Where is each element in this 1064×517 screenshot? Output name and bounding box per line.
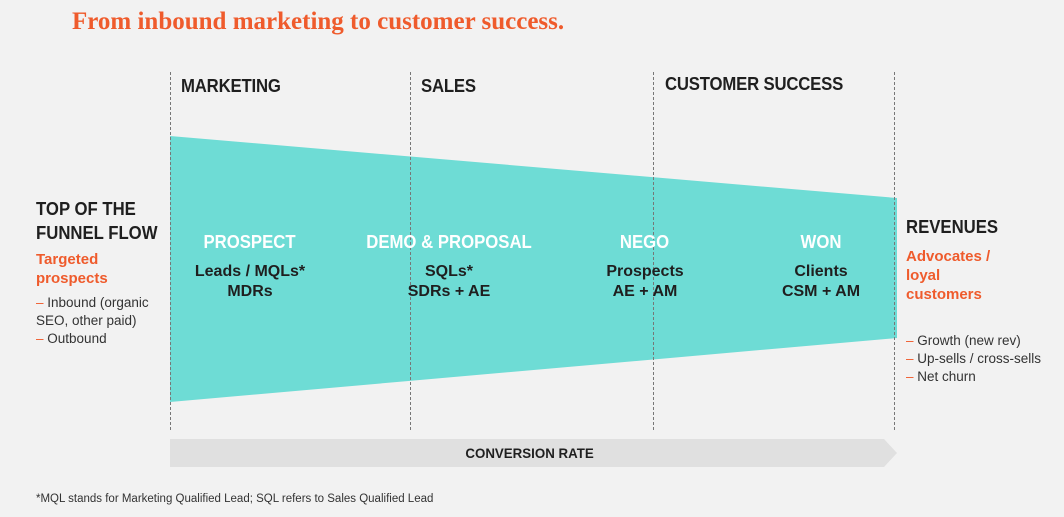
footnote: *MQL stands for Marketing Qualified Lead… — [36, 493, 434, 505]
column-header-marketing: MARKETING — [181, 76, 281, 96]
advocates-label: Advocates / loyal customers — [906, 247, 1061, 304]
page-title: From inbound marketing to customer succe… — [72, 8, 565, 35]
stage-line: CSM + AM — [781, 283, 861, 300]
stage-prospect: PROSPECT Leads / MQLs* MDRs — [150, 232, 350, 302]
list-item-text: Up-sells / cross-sells — [917, 351, 1042, 366]
dash-marker: – — [36, 295, 44, 310]
revenue-list: – Growth (new rev) – Up-sells / cross-se… — [906, 332, 1061, 386]
list-item-text: Inbound (organic — [47, 295, 149, 310]
list-item-text: Outbound — [47, 331, 107, 346]
stage-won: WON Clients CSM + AM — [721, 232, 921, 302]
revenues-panel: REVENUES Advocates / loyal customers – G… — [906, 215, 1061, 386]
list-item: – Net churn — [906, 368, 1061, 386]
column-divider — [170, 72, 171, 430]
stage-line: Prospects — [606, 263, 684, 280]
column-divider — [410, 72, 411, 430]
list-item: – Outbound — [36, 330, 171, 348]
dash-marker: – — [906, 333, 914, 348]
conversion-rate-container: CONVERSION RATE — [170, 445, 890, 463]
stage-title: NEGO — [620, 232, 670, 252]
dash-marker: – — [906, 369, 914, 384]
accent-line: prospects — [36, 270, 108, 287]
stage-line: MDRs — [227, 283, 273, 300]
stage-title: WON — [800, 232, 842, 252]
list-item-text: Net churn — [917, 369, 976, 384]
targeted-prospects-label: Targeted prospects — [36, 250, 171, 288]
top-of-funnel-panel: TOP OF THE FUNNEL FLOW Targeted prospect… — [36, 197, 171, 348]
stage-title: DEMO & PROPOSAL — [366, 232, 532, 252]
list-item: – Inbound (organic — [36, 294, 171, 312]
conversion-arrow — [170, 439, 897, 467]
dash-marker: – — [906, 351, 914, 366]
dash-marker: – — [36, 331, 44, 346]
stage-title: PROSPECT — [203, 232, 297, 252]
stage-line: Leads / MQLs* — [194, 263, 306, 280]
source-list: – Inbound (organic SEO, other paid) – Ou… — [36, 294, 171, 348]
stage-line: AE + AM — [612, 283, 678, 300]
list-item-text: Growth (new rev) — [917, 333, 1021, 348]
conversion-rate-label: CONVERSION RATE — [465, 445, 595, 461]
stage-demo-proposal: DEMO & PROPOSAL SQLs* SDRs + AE — [349, 232, 549, 302]
list-item: – Up-sells / cross-sells — [906, 350, 1061, 368]
list-item: – Growth (new rev) — [906, 332, 1061, 350]
column-divider — [894, 72, 895, 430]
funnel-shape — [170, 136, 897, 402]
accent-line: Advocates / — [906, 248, 991, 265]
accent-line: customers — [906, 286, 982, 303]
list-item-text: SEO, other paid) — [36, 313, 137, 328]
accent-line: Targeted — [36, 251, 99, 268]
revenues-heading: REVENUES — [906, 217, 999, 237]
stage-nego: NEGO Prospects AE + AM — [545, 232, 745, 302]
column-header-sales: SALES — [421, 76, 476, 96]
stage-line: SQLs* — [424, 263, 473, 280]
top-of-funnel-heading: TOP OF THE FUNNEL FLOW — [36, 197, 162, 245]
list-item: SEO, other paid) — [36, 312, 171, 330]
heading-line: FUNNEL FLOW — [36, 223, 158, 243]
stage-line: SDRs + AE — [407, 283, 491, 300]
stage-line: Clients — [794, 263, 848, 280]
heading-line: TOP OF THE — [36, 199, 136, 219]
column-divider — [653, 72, 654, 430]
column-header-customer-success: CUSTOMER SUCCESS — [665, 74, 844, 94]
accent-line: loyal — [906, 267, 941, 284]
